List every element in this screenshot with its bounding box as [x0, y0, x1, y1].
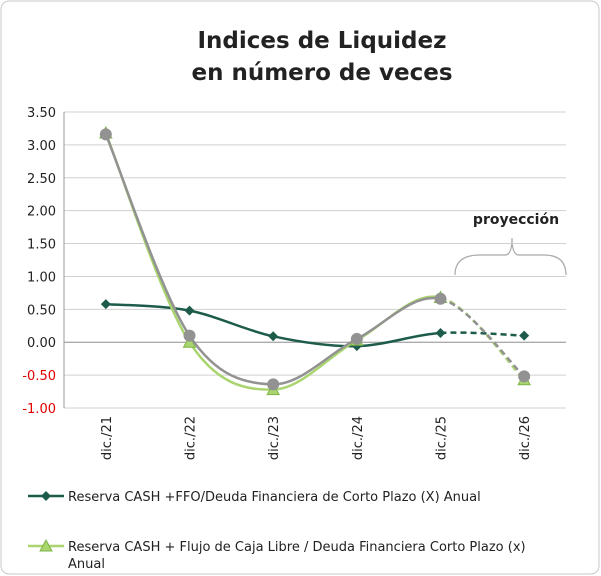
series-line	[104, 133, 441, 386]
chart-subtitle: en número de veces	[191, 60, 452, 86]
y-tick-label: 1.00	[27, 270, 56, 285]
legend-marker	[41, 491, 51, 501]
point	[519, 330, 530, 341]
projection-brace	[454, 237, 567, 276]
x-tick-label: dic./21	[100, 416, 115, 460]
point	[184, 305, 195, 316]
y-tick-label: 3.50	[27, 106, 56, 121]
legend-marker	[39, 538, 53, 552]
y-tick-label: 2.50	[27, 172, 56, 187]
point	[434, 292, 447, 305]
y-tick-label: 1.50	[27, 238, 56, 253]
y-tick-label: -1.00	[22, 402, 56, 417]
x-tick-label: dic./26	[518, 416, 533, 460]
point	[350, 332, 363, 345]
legend-label: Reserva CASH + Flujo de Caja Libre / Deu…	[68, 540, 526, 555]
x-tick-label: dic./25	[435, 416, 450, 460]
chart-title: Indices de Liquidez	[198, 28, 447, 54]
point	[100, 299, 111, 310]
point	[183, 329, 196, 342]
y-tick-label: 2.00	[27, 205, 56, 220]
x-tick-label: dic./22	[184, 416, 199, 460]
point	[435, 328, 446, 339]
x-tick-label: dic./24	[351, 416, 366, 460]
annotation: proyección	[473, 212, 559, 228]
y-tick-label: 0.50	[27, 303, 56, 318]
point	[267, 378, 280, 391]
y-tick-label: 0.00	[27, 336, 56, 351]
x-tick-label: dic./23	[267, 416, 282, 460]
y-tick-label: -0.50	[22, 369, 56, 384]
y-tick-label: 3.00	[27, 139, 56, 154]
legend-label: Reserva CASH +FFO/Deuda Financiera de Co…	[68, 490, 481, 505]
legend-label: Anual	[68, 557, 105, 572]
point	[518, 370, 531, 383]
point	[99, 128, 112, 141]
point	[268, 331, 279, 342]
series-line-projection	[440, 297, 526, 378]
